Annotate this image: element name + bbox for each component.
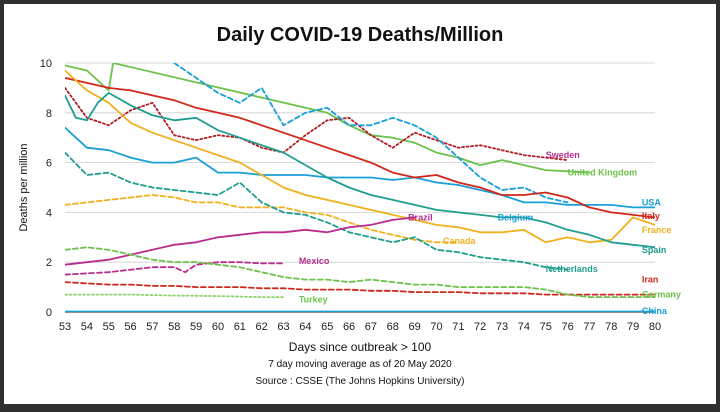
series-label-china: China xyxy=(642,306,668,316)
x-tick-label: 53 xyxy=(59,321,71,333)
x-tick-label: 79 xyxy=(627,321,639,333)
series-label-germany: Germany xyxy=(642,290,681,300)
x-tick-label: 66 xyxy=(343,321,355,333)
x-tick-label: 76 xyxy=(561,321,573,333)
y-tick-label: 10 xyxy=(40,58,52,70)
series-label-turkey: Turkey xyxy=(299,295,328,305)
x-tick-label: 64 xyxy=(299,321,311,333)
series-label-sweden: Sweden xyxy=(546,150,580,160)
x-tick-label: 58 xyxy=(168,321,180,333)
series-label-iran: Iran xyxy=(642,275,659,285)
x-tick-label: 71 xyxy=(452,321,464,333)
series-line-belgium xyxy=(173,63,569,204)
x-tick-label: 77 xyxy=(583,321,595,333)
series-label-france: France xyxy=(642,225,672,235)
x-tick-label: 65 xyxy=(321,321,333,333)
x-tick-label: 68 xyxy=(387,321,399,333)
series-line-spain xyxy=(65,92,655,249)
x-tick-label: 67 xyxy=(365,321,377,333)
series-label-united-kingdom: United Kingdom xyxy=(568,168,638,178)
y-tick-label: 6 xyxy=(46,158,52,170)
series-label-usa: USA xyxy=(642,197,662,207)
series-line-turkey xyxy=(65,293,285,298)
x-tick-label: 74 xyxy=(518,321,530,333)
x-tick-label: 70 xyxy=(430,321,442,333)
chart-note-source: Source : CSSE (The Johns Hopkins Univers… xyxy=(255,376,465,387)
x-tick-label: 69 xyxy=(409,321,421,333)
series-label-netherlands: Netherlands xyxy=(546,264,598,274)
chart-title: Daily COVID-19 Deaths/Million xyxy=(216,24,504,46)
x-tick-label: 57 xyxy=(146,321,158,333)
y-axis-label: Deaths per million xyxy=(18,143,30,231)
x-tick-label: 63 xyxy=(277,321,289,333)
x-tick-label: 56 xyxy=(124,321,136,333)
series-line-germany xyxy=(65,246,655,298)
series-label-canada: Canada xyxy=(443,236,477,246)
series-line-iran xyxy=(65,281,655,296)
y-tick-label: 0 xyxy=(46,307,52,319)
series-line-sweden xyxy=(65,87,569,161)
series-line-mexico xyxy=(65,261,285,276)
x-tick-label: 78 xyxy=(605,321,617,333)
series-line-brazil xyxy=(65,216,416,266)
y-tick-label: 4 xyxy=(46,207,52,219)
x-tick-label: 80 xyxy=(649,321,661,333)
series-label-brazil: Brazil xyxy=(408,212,433,222)
x-tick-label: 60 xyxy=(212,321,224,333)
x-tick-label: 72 xyxy=(474,321,486,333)
x-tick-label: 62 xyxy=(256,321,268,333)
y-tick-label: 8 xyxy=(46,108,52,120)
series-line-usa xyxy=(65,126,655,209)
series-label-italy: Italy xyxy=(642,211,660,221)
series-label-spain: Spain xyxy=(642,245,667,255)
x-tick-label: 59 xyxy=(190,321,202,333)
series-line-united-kingdom xyxy=(65,63,591,174)
x-tick-label: 55 xyxy=(103,321,115,333)
series-label-belgium: Belgium xyxy=(498,212,534,222)
x-tick-label: 75 xyxy=(540,321,552,333)
series-line-italy xyxy=(65,77,655,219)
series-label-mexico: Mexico xyxy=(299,256,330,266)
x-tick-label: 54 xyxy=(81,321,93,333)
series-group xyxy=(65,63,655,312)
series-line-france xyxy=(65,69,655,244)
series-line-canada xyxy=(65,194,460,244)
series-line-netherlands xyxy=(65,151,569,271)
x-tick-label: 61 xyxy=(234,321,246,333)
x-tick-label: 73 xyxy=(496,321,508,333)
chart-note-moving-average: 7 day moving average as of 20 May 2020 xyxy=(268,359,452,370)
y-tick-label: 2 xyxy=(46,257,52,269)
x-axis-label: Days since outbreak > 100 xyxy=(288,340,432,354)
